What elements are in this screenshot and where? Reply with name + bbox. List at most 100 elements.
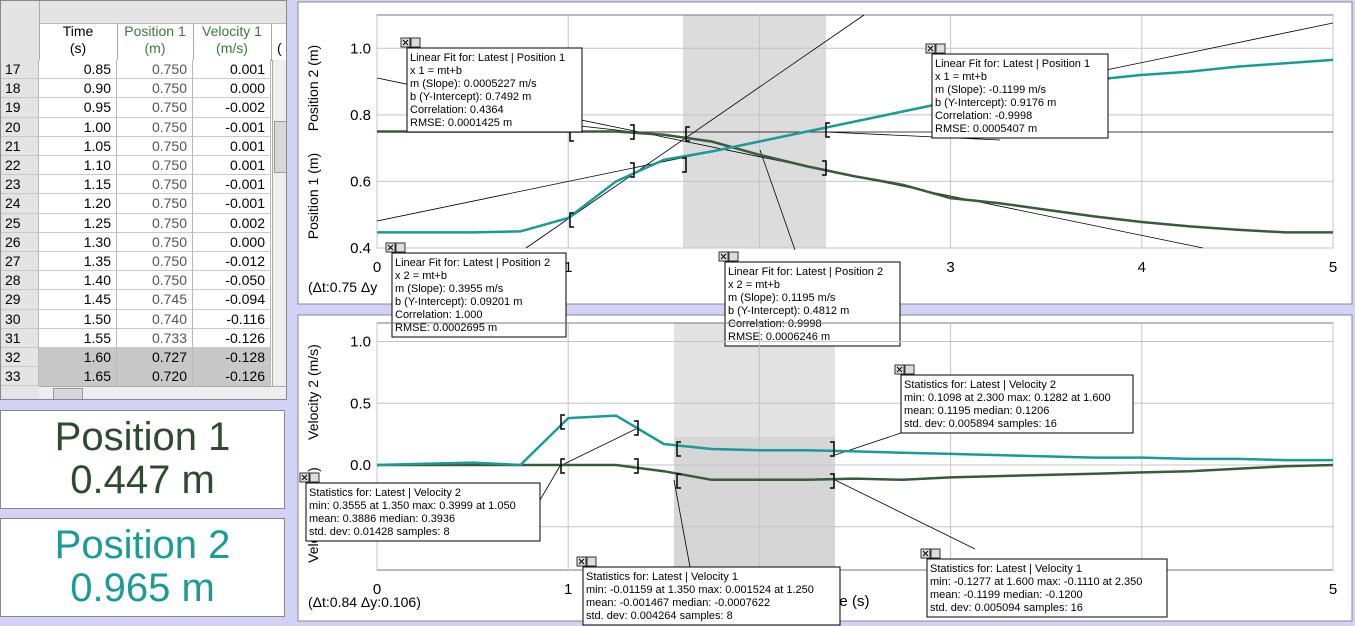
range-bracket xyxy=(569,212,574,228)
fit-line xyxy=(539,465,561,501)
table-cell: 1.65 xyxy=(39,367,117,387)
table-cell: -0.126 xyxy=(193,328,271,348)
column-unit: (m/s) xyxy=(216,40,248,56)
annotation-text: min: -0.1277 at 1.600 max: -0.1110 at 2.… xyxy=(930,576,1142,588)
annotation-box xyxy=(931,53,1109,139)
range-bracket xyxy=(630,162,635,178)
annotation-text: std. dev: 0.004264 samples: 8 xyxy=(586,610,733,622)
annotation-text: min: 0.1098 at 2.300 max: 0.1282 at 1.60… xyxy=(904,392,1111,404)
annotation-text: min: 0.3555 at 1.350 max: 0.3999 at 1.05… xyxy=(309,500,516,512)
row-number: 29 xyxy=(1,290,39,310)
x-tick-label: 4 xyxy=(1138,259,1146,276)
annotation-text: Correlation: 0.9998 xyxy=(728,318,822,330)
row-number: 30 xyxy=(1,309,39,329)
annotation-text: m (Slope): 0.0005227 m/s xyxy=(410,78,537,90)
table-cell: 0.001 xyxy=(193,156,271,176)
range-bracket xyxy=(676,441,681,457)
annotation-text: b (Y-Intercept): 0.09201 m xyxy=(395,296,522,308)
table-cell: 0.750 xyxy=(117,156,193,176)
table-cell: 0.90 xyxy=(39,79,117,99)
row-number: 31 xyxy=(1,328,39,348)
row-number: 33 xyxy=(1,367,39,387)
close-glyph xyxy=(301,474,308,481)
table-cell: 1.50 xyxy=(39,309,117,329)
table-cell: -0.001 xyxy=(193,117,271,137)
range-bracket xyxy=(634,458,639,474)
table-cell: 1.00 xyxy=(39,117,117,137)
range-bracket xyxy=(825,122,830,138)
annotation-text: m (Slope): 0.1195 m/s xyxy=(728,292,836,304)
table-cell: 0.750 xyxy=(117,194,193,214)
annotation-text: x 1 = mt+b xyxy=(935,71,987,83)
data-table[interactable]: Time (s) Position 1 (m) Velocity 1 (m/s)(17 0.… xyxy=(0,0,287,400)
table-cell: 0.750 xyxy=(117,98,193,118)
x-tick-label: 5 xyxy=(1329,581,1337,598)
annotation-text: m (Slope): 0.3955 m/s xyxy=(395,283,504,295)
y-axis-label: Position 2 (m) xyxy=(305,45,321,131)
fit-line xyxy=(559,427,639,467)
options-icon xyxy=(410,37,421,48)
annotation-text: std. dev: 0.005094 samples: 16 xyxy=(930,602,1083,614)
annotation-text: mean: -0.1199 median: -0.1200 xyxy=(930,589,1083,601)
annotation-box xyxy=(305,482,541,542)
column-unit: ( xyxy=(277,40,282,56)
y-tick-label: 1.0 xyxy=(350,40,371,57)
row-number: 20 xyxy=(1,117,39,137)
x-tick-label: 5 xyxy=(1329,259,1337,276)
table-cell: 0.85 xyxy=(39,60,117,80)
table-cell: 0.750 xyxy=(117,271,193,291)
meter: Position 1 0.447 m xyxy=(0,410,285,509)
annotation-text: RMSE: 0.0001425 m xyxy=(410,117,512,129)
table-cell: 0.750 xyxy=(117,232,193,252)
annotation-text: Linear Fit for: Latest | Position 1 xyxy=(410,52,565,64)
table-cell: 1.55 xyxy=(39,328,117,348)
table-cell: 1.35 xyxy=(39,252,117,272)
annotation-box xyxy=(582,566,841,626)
x-tick-label: 0 xyxy=(373,581,381,598)
row-number: 22 xyxy=(1,156,39,176)
meter-label: Position 1 xyxy=(54,415,231,459)
row-number: 19 xyxy=(1,98,39,118)
range-bracket xyxy=(676,473,681,489)
table-cell: 0.720 xyxy=(117,367,193,387)
annotation-text: Statistics for: Latest | Velocity 2 xyxy=(904,379,1056,391)
close-glyph xyxy=(387,244,394,251)
table-cell: 1.05 xyxy=(39,136,117,156)
column-unit: (m) xyxy=(144,40,166,56)
fit-line xyxy=(673,479,691,568)
annotation-text: Linear Fit for: Latest | Position 2 xyxy=(395,257,550,269)
table-cell: -0.128 xyxy=(193,348,271,368)
data-line xyxy=(376,414,1333,467)
annotation-text: mean: 0.3886 median: 0.3936 xyxy=(309,513,455,525)
close-glyph xyxy=(896,366,903,373)
column-header: Time (s) xyxy=(39,23,118,61)
table-cell: 1.25 xyxy=(39,213,117,233)
fit-line xyxy=(825,131,1001,141)
table-cell: 0.750 xyxy=(117,79,193,99)
annotation-text: Correlation: 1.000 xyxy=(395,309,482,321)
table-cell: 0.001 xyxy=(193,60,271,80)
y-tick-label: 0.6 xyxy=(350,173,371,190)
delta-readout: (Δt:0.75 Δy xyxy=(308,279,377,295)
y-tick-label: 0.0 xyxy=(350,457,371,474)
meter-value: 0.447 m xyxy=(70,458,215,502)
column-unit: (s) xyxy=(69,40,87,56)
range-bracket xyxy=(822,160,827,176)
annotation-text: Linear Fit for: Latest | Position 1 xyxy=(935,58,1090,70)
annotation-text: b (Y-Intercept): 0.7492 m xyxy=(410,91,531,103)
annotation-text: x 1 = mt+b xyxy=(410,65,462,77)
header-band xyxy=(1,1,286,24)
fit-line xyxy=(525,14,865,249)
options-icon xyxy=(586,556,597,567)
annotation-text: Statistics for: Latest | Velocity 1 xyxy=(586,571,738,583)
x-tick-label: 1 xyxy=(564,581,572,598)
table-cell: 0.745 xyxy=(117,290,193,310)
table-cell: 0.000 xyxy=(193,79,271,99)
options-icon xyxy=(935,43,946,54)
table-cell: 0.750 xyxy=(117,213,193,233)
table-cell: 1.60 xyxy=(39,348,117,368)
column-header: Position 1 (m) xyxy=(117,23,194,61)
options-icon xyxy=(395,242,406,253)
selection-region xyxy=(674,437,835,570)
annotation-text: RMSE: 0.0005407 m xyxy=(935,123,1037,135)
